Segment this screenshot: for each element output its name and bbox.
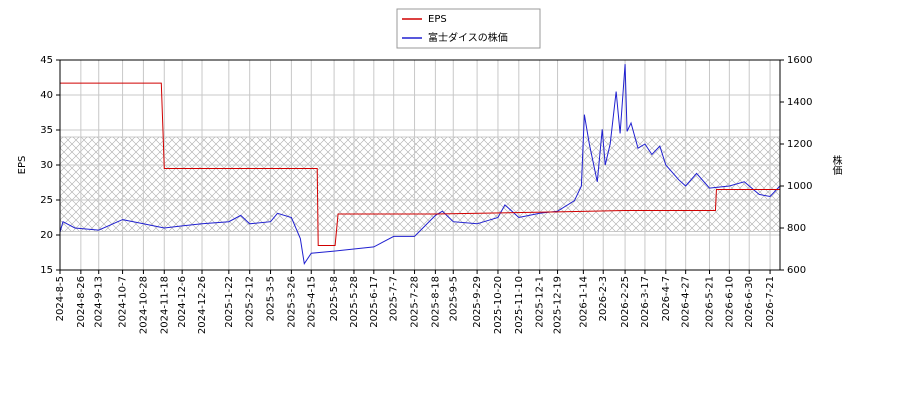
y-tick-label: 40 bbox=[40, 90, 53, 101]
x-tick-label: 2025-1-22 bbox=[224, 276, 235, 328]
x-tick-label: 2026-4-7 bbox=[661, 276, 672, 321]
x-tick-label: 2025-12-19 bbox=[553, 276, 564, 334]
x-tick-label: 2025-10-20 bbox=[493, 276, 504, 334]
x-tick-label: 2025-5-8 bbox=[329, 276, 340, 321]
y2-tick-label: 800 bbox=[787, 223, 806, 234]
x-tick-label: 2024-8-26 bbox=[76, 276, 87, 328]
x-tick-label: 2025-9-5 bbox=[448, 276, 459, 321]
series-line bbox=[60, 82, 780, 246]
y-tick-label: 45 bbox=[40, 55, 53, 66]
legend: EPS 富士ダイスの株価 bbox=[396, 8, 541, 49]
y2-tick-label: 1200 bbox=[787, 139, 812, 150]
x-tick-label: 2026-2-25 bbox=[620, 276, 631, 328]
x-tick-label: 2025-7-28 bbox=[410, 276, 421, 328]
x-tick-label: 2026-5-21 bbox=[704, 276, 715, 328]
y-tick-label: 15 bbox=[40, 265, 53, 276]
x-tick-label: 2025-8-18 bbox=[430, 276, 441, 328]
series-line bbox=[59, 64, 781, 266]
y2-axis-label: 株価 bbox=[830, 154, 842, 175]
legend-label: 富士ダイスの株価 bbox=[428, 31, 508, 44]
x-tick-label: 2025-4-15 bbox=[306, 276, 317, 328]
x-tick-label: 2026-3-17 bbox=[640, 276, 651, 328]
x-tick-label: 2024-10-28 bbox=[138, 276, 149, 334]
y-tick-label: 25 bbox=[40, 195, 53, 206]
x-tick-label: 2025-3-26 bbox=[286, 276, 297, 328]
x-tick-label: 2025-11-10 bbox=[514, 276, 525, 334]
x-tick-label: 2025-3-5 bbox=[266, 276, 277, 321]
x-tick-label: 2025-5-28 bbox=[349, 276, 360, 328]
x-tick-label: 2025-2-12 bbox=[245, 276, 256, 328]
x-tick-label: 2024-9-13 bbox=[94, 276, 105, 328]
y-axis-label: EPS bbox=[17, 156, 28, 175]
x-tick-label: 2024-11-18 bbox=[159, 276, 170, 334]
legend-label: EPS bbox=[428, 14, 447, 25]
y2-tick-label: 1000 bbox=[787, 181, 812, 192]
plot-frame bbox=[59, 59, 781, 271]
y-tick-label: 20 bbox=[40, 230, 53, 241]
x-tick-label: 2026-6-10 bbox=[724, 276, 735, 328]
y2-tick-label: 1400 bbox=[787, 97, 812, 108]
x-tick-label: 2026-1-14 bbox=[578, 276, 589, 328]
x-tick-label: 2026-6-30 bbox=[744, 276, 755, 328]
x-tick-label: 2025-12-1 bbox=[535, 276, 546, 328]
y-tick-label: 35 bbox=[40, 125, 53, 136]
x-tick-label: 2024-12-6 bbox=[177, 276, 188, 328]
y-tick-label: 30 bbox=[40, 160, 53, 171]
x-tick-label: 2024-10-7 bbox=[118, 276, 129, 328]
x-tick-label: 2025-6-17 bbox=[369, 276, 380, 328]
x-tick-label: 2026-2-3 bbox=[598, 276, 609, 321]
x-tick-label: 2024-12-26 bbox=[197, 276, 208, 334]
shaded-range bbox=[59, 136, 781, 232]
y2-tick-label: 600 bbox=[787, 265, 806, 276]
x-tick-label: 2025-9-29 bbox=[472, 276, 483, 328]
y2-tick-label: 1600 bbox=[787, 55, 812, 66]
x-tick-label: 2026-4-27 bbox=[681, 276, 692, 328]
x-tick-label: 2026-7-21 bbox=[765, 276, 776, 328]
x-tick-label: 2025-7-7 bbox=[389, 276, 400, 321]
legend-box bbox=[396, 8, 541, 49]
x-tick-label: 2024-8-5 bbox=[55, 276, 66, 321]
